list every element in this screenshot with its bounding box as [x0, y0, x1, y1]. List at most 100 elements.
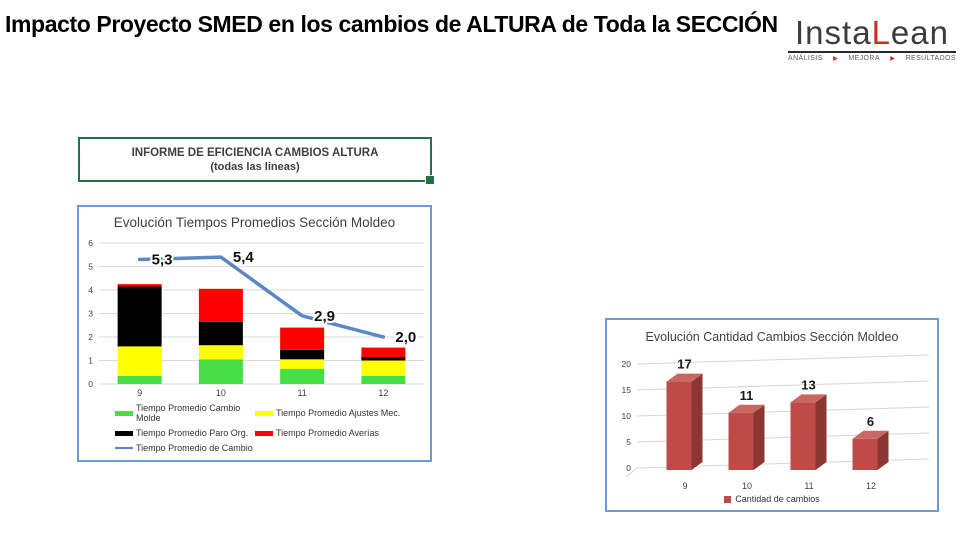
bar-front-face	[852, 438, 878, 470]
line-data-label: 5,3	[152, 251, 173, 268]
y-tick-label: 2	[88, 332, 93, 342]
report-title-line1: INFORME DE EFICIENCIA CAMBIOS ALTURA	[131, 146, 379, 159]
legend-label: Tiempo Promedio Paro Org.	[136, 428, 249, 438]
line-data-label: 5,4	[233, 249, 255, 266]
legend-item: Tiempo Promedio Averías	[255, 428, 379, 438]
triangle-icon: ▶	[890, 55, 896, 62]
y-tick-label: 4	[88, 285, 93, 295]
bar-segment	[361, 356, 406, 361]
y-tick-label: 0	[88, 379, 93, 389]
x-tick-label: 12	[378, 388, 388, 398]
y-tick-label: 15	[622, 385, 632, 395]
bar-segment	[361, 360, 406, 376]
legend-label: Tiempo Promedio Averías	[276, 428, 380, 438]
bar-segment	[198, 345, 243, 360]
legend-row: Tiempo Promedio Paro Org. Tiempo Promedio…	[115, 428, 400, 438]
legend-line-swatch	[115, 446, 133, 450]
line-data-label: 2,0	[395, 329, 416, 346]
bar-front-face	[666, 381, 692, 470]
bar-top-face	[852, 430, 889, 439]
bar-top-face	[728, 404, 765, 413]
bar-data-label: 11	[740, 388, 754, 403]
logo-text-pre: Insta	[795, 14, 872, 51]
y-tick-label: 1	[88, 356, 93, 366]
legend-item: Tiempo Promedio de Cambio	[115, 443, 253, 453]
legend-label: Cantidad de cambios	[735, 494, 820, 504]
trend-line	[137, 255, 386, 339]
selection-handle[interactable]	[425, 175, 435, 185]
bar-segment	[198, 359, 243, 384]
legend-swatch	[115, 410, 133, 416]
legend-item: Tiempo Promedio Cambio Molde	[115, 403, 255, 423]
legend-row: Tiempo Promedio de Cambio	[115, 443, 400, 453]
y-tick-label: 20	[622, 359, 632, 369]
legend-swatch	[115, 430, 133, 436]
bar-segment	[280, 349, 325, 360]
bar-data-label: 13	[801, 377, 815, 392]
y-tick-label: 0	[626, 463, 631, 473]
x-tick-label: 10	[216, 388, 226, 398]
y-tick-label: 10	[622, 411, 632, 421]
legend-swatch	[255, 430, 273, 436]
bar-front-face	[728, 412, 754, 470]
bar-segment	[280, 368, 325, 384]
bar-front-face	[790, 402, 816, 470]
report-title-line2: (todas las lineas)	[210, 160, 300, 173]
tagline-mejora: MEJORA	[848, 55, 880, 62]
chart2-title: Evolución Cantidad Cambios Sección Molde…	[645, 330, 899, 344]
bar-segment	[117, 284, 162, 287]
chart-tiempos-promedios[interactable]: 0 1 2 3 4 5 6 9 10 11 12 5,3 5,4 2,9 2,0 Evolución Tie…	[77, 205, 432, 462]
bar-segment	[198, 288, 243, 322]
logo-tagline: ANÁLISIS ▶ MEJORA ▶ RESULTADOS	[788, 55, 956, 62]
x-tick-label: 11	[297, 388, 306, 398]
bar-segment	[280, 359, 325, 369]
legend-item: Tiempo Promedio Ajustes Mec.	[255, 408, 400, 418]
logo-wordmark: InstaLean	[788, 16, 956, 53]
bar-side-face	[753, 404, 765, 470]
gridline	[636, 354, 930, 365]
triangle-icon: ▶	[833, 55, 839, 62]
logo-text-post: ean	[890, 14, 949, 51]
chart2-legend: Cantidad de cambios	[607, 494, 937, 504]
logo-text-accent: L	[871, 14, 891, 51]
bar-top-face	[790, 394, 827, 403]
legend-label: Tiempo Promedio de Cambio	[136, 443, 253, 453]
bar-top-face	[666, 373, 703, 382]
bar-segment	[361, 347, 406, 357]
report-header-box[interactable]: INFORME DE EFICIENCIA CAMBIOS ALTURA (to…	[78, 137, 435, 185]
tagline-resultados: RESULTADOS	[905, 55, 956, 62]
bar-side-face	[691, 373, 703, 470]
tagline-analisis: ANÁLISIS	[788, 55, 823, 62]
chart1-title: Evolución Tiempos Promedios Sección Mold…	[113, 215, 396, 230]
legend-swatch	[255, 410, 273, 416]
x-tick-label: 9	[137, 388, 142, 398]
line-data-label: 2,9	[314, 308, 335, 325]
chart1-legend: Tiempo Promedio Cambio Molde Tiempo Prome…	[115, 403, 400, 453]
bar-side-face	[877, 430, 889, 470]
legend-label: Tiempo Promedio Cambio Molde	[136, 403, 241, 423]
instalean-logo: InstaLean ANÁLISIS ▶ MEJORA ▶ RESULTADOS	[788, 16, 956, 62]
legend-item: Tiempo Promedio Paro Org.	[115, 428, 255, 438]
bar-data-label: 17	[677, 357, 691, 372]
bar-segment	[280, 327, 325, 350]
y-tick-label: 5	[88, 262, 93, 272]
y-tick-label: 5	[626, 437, 631, 447]
legend-label: Tiempo Promedio Ajustes Mec.	[276, 408, 401, 418]
slide-title: Impacto Proyecto SMED en los cambios de …	[5, 11, 778, 37]
x-tick-label: 10	[742, 481, 752, 491]
y-tick-label: 6	[88, 238, 93, 248]
chart-cantidad-cambios[interactable]: 0 5 10 15 20 17 9 11 10 13 11 6 12 Evolución Cantida…	[605, 318, 939, 512]
axis-origin-line	[625, 467, 638, 478]
bar-data-label: 6	[867, 414, 874, 429]
bar-side-face	[815, 394, 827, 470]
chart2-plot: 0 5 10 15 20 17 9 11 10 13 11 6 12	[622, 354, 930, 491]
x-tick-label: 12	[866, 481, 876, 491]
bar-segment	[117, 375, 162, 384]
legend-row: Tiempo Promedio Cambio Molde Tiempo Prome…	[115, 403, 400, 423]
bar-segment	[198, 321, 243, 346]
y-tick-label: 3	[88, 309, 93, 319]
bar-segment	[361, 375, 406, 384]
legend-swatch	[724, 495, 732, 503]
